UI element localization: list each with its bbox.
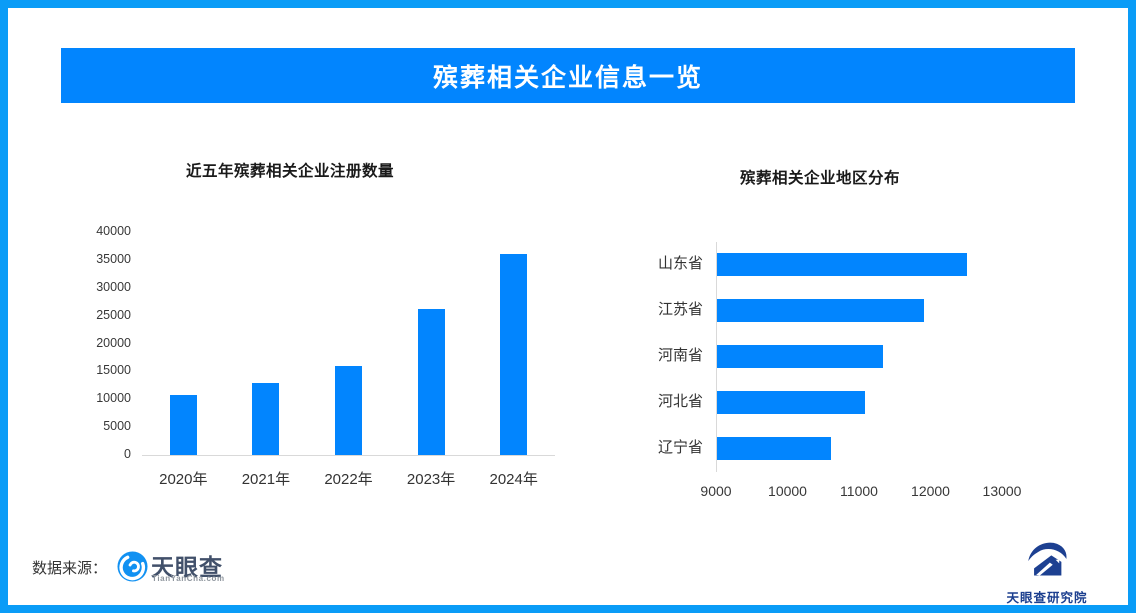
y-axis-tick-label: 20000 <box>96 335 131 350</box>
y-axis-tick-label: 40000 <box>96 224 131 238</box>
bar-辽宁省 <box>717 436 831 460</box>
bar-2020年 <box>169 395 197 455</box>
bar-河南省 <box>717 344 883 368</box>
bar-2022年 <box>335 366 362 455</box>
x-axis-line <box>142 455 555 456</box>
y-axis-tick-label: 15000 <box>96 363 131 378</box>
bar-2021年 <box>252 383 280 455</box>
bar-江苏省 <box>717 298 924 322</box>
x-axis-category-label: 2024年 <box>489 471 538 488</box>
tianyancha-wordmark: 天眼查 <box>151 554 223 580</box>
x-axis-tick-label: 10000 <box>768 483 807 499</box>
category-label: 江苏省 <box>657 301 703 318</box>
bar-山东省 <box>717 252 967 276</box>
x-axis-tick-label: 11000 <box>840 483 878 499</box>
data-source-label: 数据来源： <box>32 560 108 577</box>
bar-2024年 <box>500 254 528 455</box>
y-axis-tick-label: 10000 <box>96 391 131 406</box>
x-axis-tick-label: 13000 <box>982 483 1022 499</box>
y-axis-tick-label: 25000 <box>96 307 131 322</box>
tianyancha-domain: TianYanCha.com <box>152 574 225 583</box>
category-label: 河南省 <box>657 347 703 364</box>
bar-2023年 <box>417 309 445 455</box>
institute-name: 天眼查研究院 <box>1006 591 1088 605</box>
bar-河北省 <box>717 390 865 414</box>
category-label: 山东省 <box>657 255 703 272</box>
x-axis-category-label: 2023年 <box>406 471 456 488</box>
y-axis-tick-label: 5000 <box>103 419 131 434</box>
y-axis-tick-label: 30000 <box>96 279 131 294</box>
institute-logo-icon <box>1024 542 1070 584</box>
category-label: 河北省 <box>657 393 703 410</box>
page-title: 殡葬相关企业信息一览 <box>432 63 703 92</box>
regions-chart-title: 殡葬相关企业地区分布 <box>740 170 901 187</box>
tianyancha-logo-icon <box>117 551 148 587</box>
x-axis-tick-label: 12000 <box>911 483 950 499</box>
charts-layer: 0 5000 10000 15000 20000 25000 30000 35000 40000… <box>8 8 1128 605</box>
category-label: 辽宁省 <box>657 439 703 456</box>
x-axis-tick-label: 9000 <box>700 483 732 499</box>
y-axis-tick-label: 0 <box>124 447 131 461</box>
registrations-chart-title: 近五年殡葬相关企业注册数量 <box>186 163 395 180</box>
x-axis-category-label: 2020年 <box>159 471 208 488</box>
research-institute-block: 天眼查研究院 <box>1002 538 1092 605</box>
x-axis-category-label: 2022年 <box>324 471 373 488</box>
x-axis-category-label: 2021年 <box>241 471 291 488</box>
title-banner: 殡葬相关企业信息一览 <box>61 48 1075 103</box>
y-axis-tick-label: 35000 <box>96 251 131 266</box>
y-axis-line <box>716 242 717 472</box>
